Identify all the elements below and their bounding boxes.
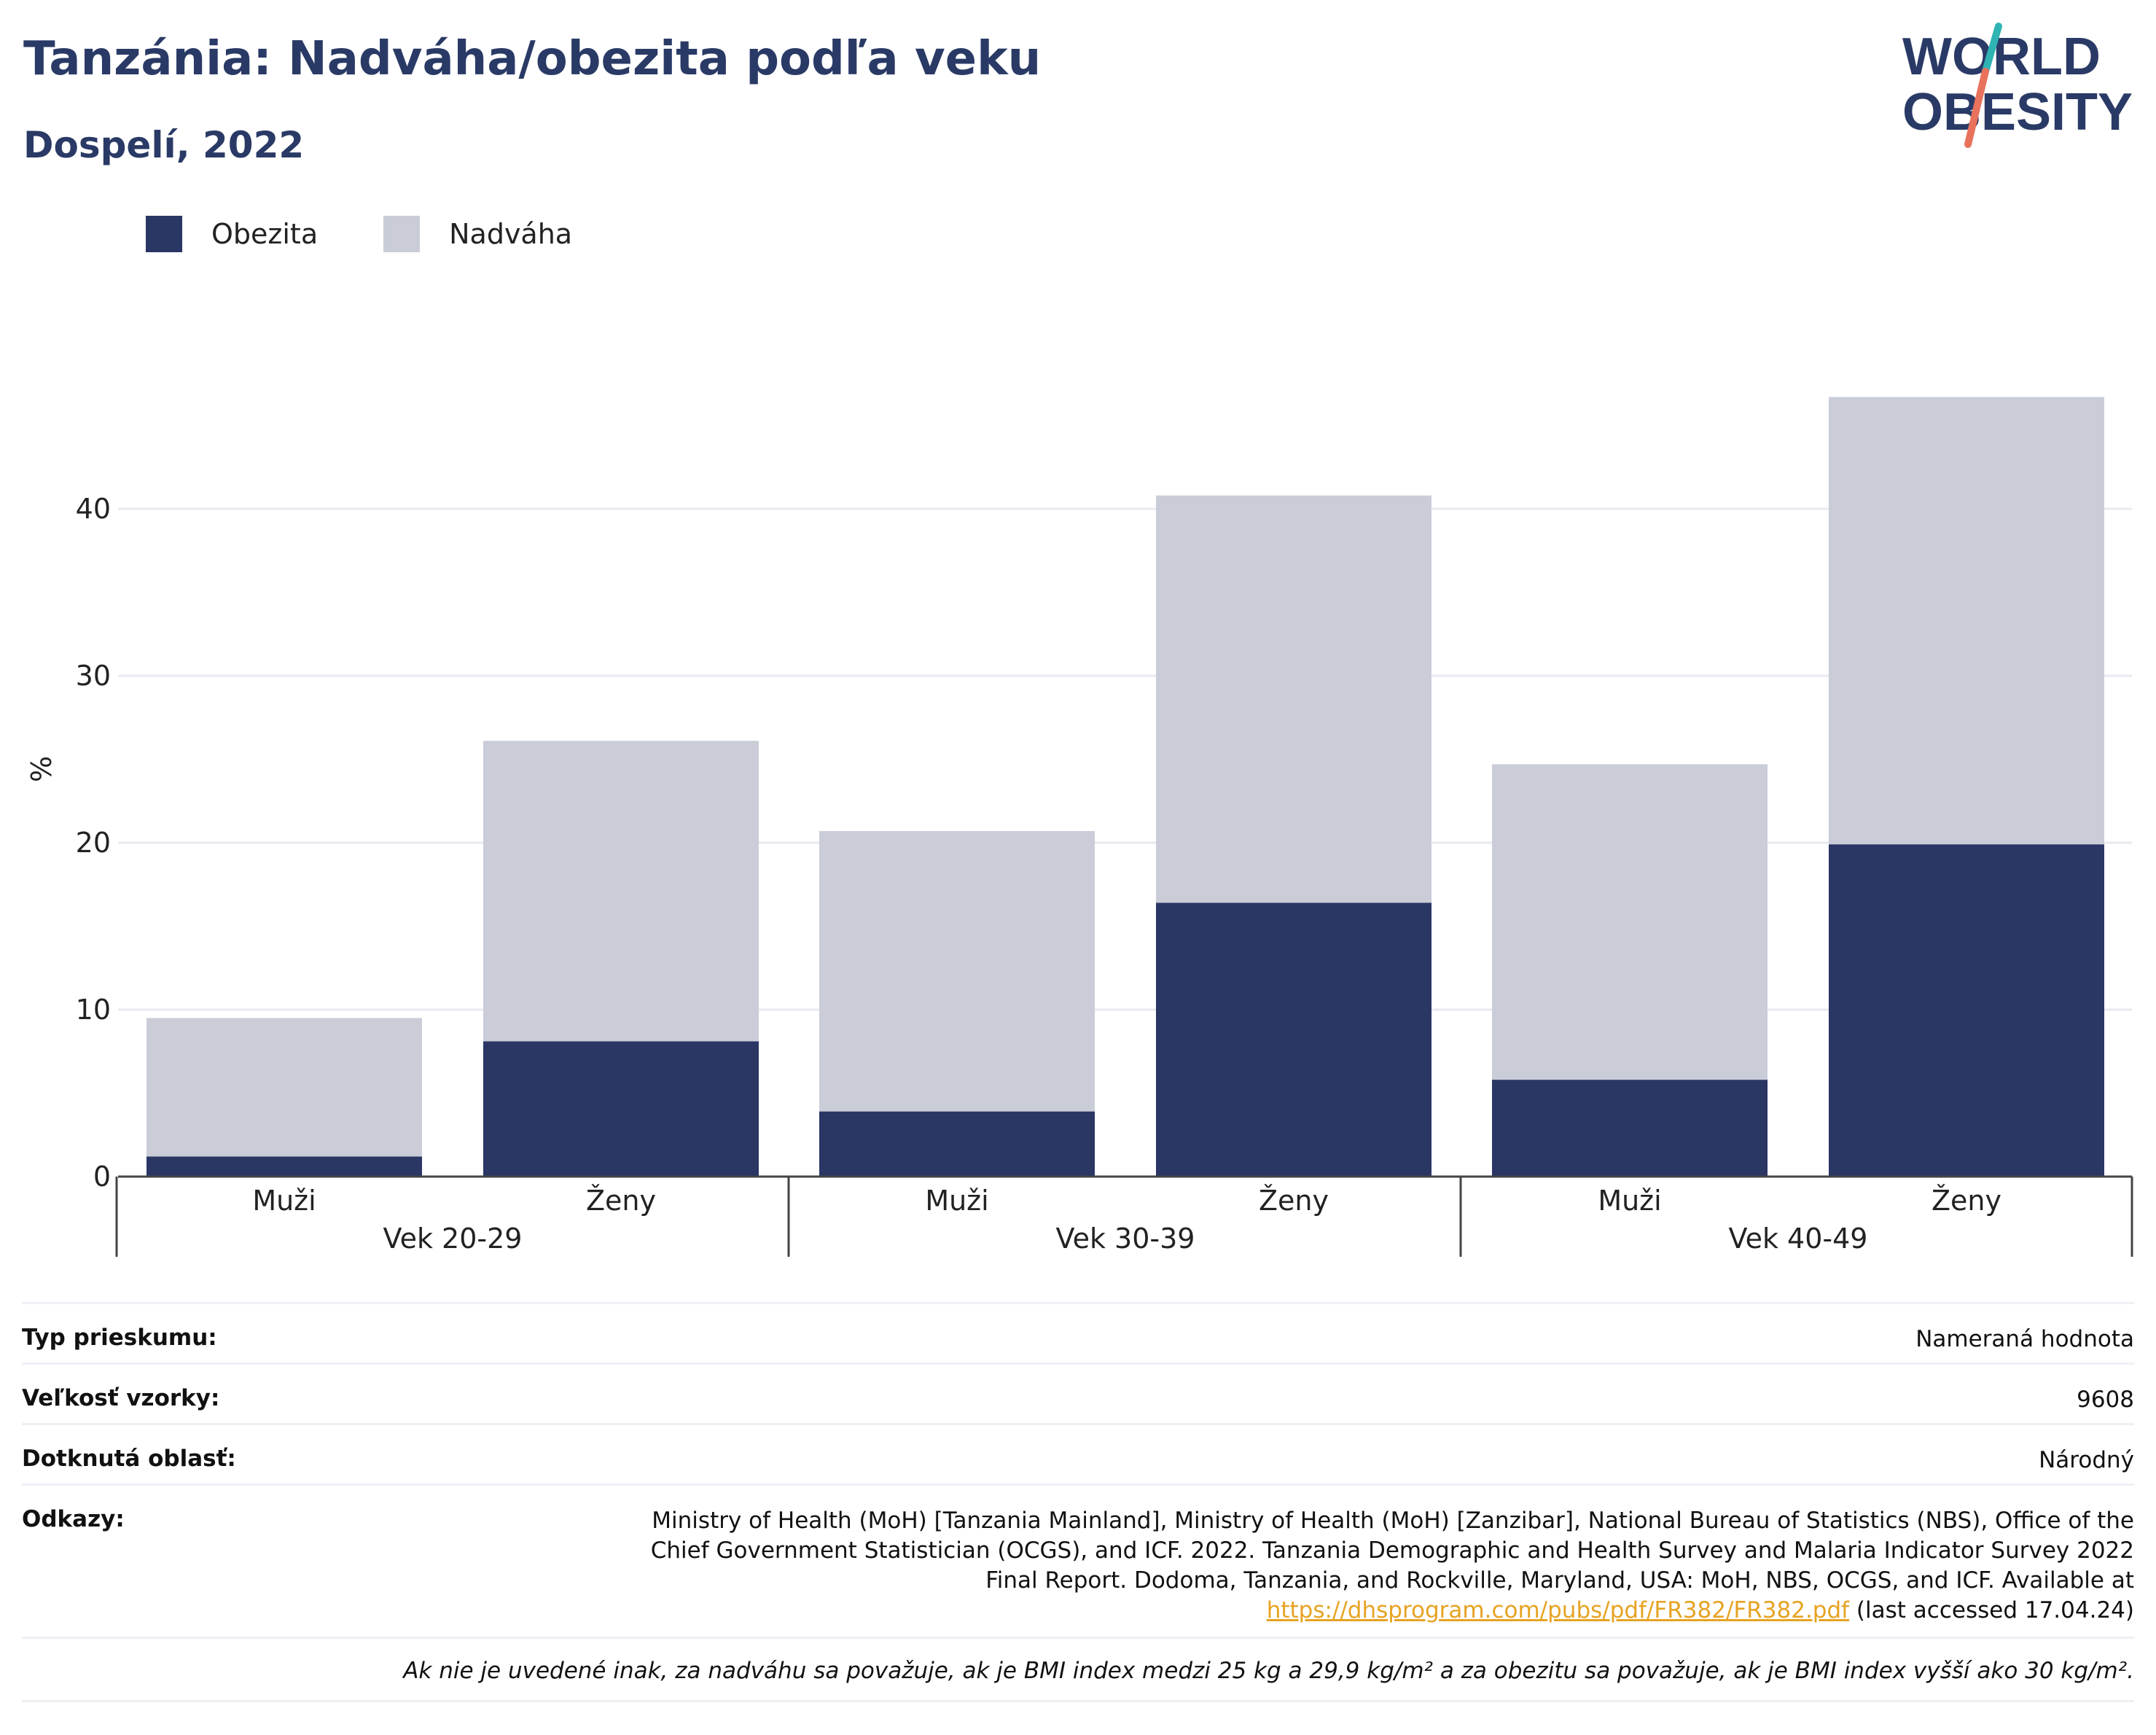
legend-swatch-obesity	[146, 216, 182, 252]
logo-line-2: OBESITY	[1902, 83, 2133, 141]
legend-label-obesity: Obezita	[211, 218, 319, 250]
x-category-label: Ženy	[1259, 1185, 1329, 1217]
x-category-label: Muži	[252, 1185, 316, 1217]
bar-obesity	[147, 1156, 422, 1177]
info-row-references: Odkazy: Ministry of Health (MoH) [Tanzan…	[22, 1483, 2134, 1637]
y-tick-label: 20	[76, 827, 111, 859]
logo-accent-teal	[1982, 23, 2002, 75]
world-obesity-logo: WORLD OBESITY	[1902, 23, 2133, 148]
references-text: Ministry of Health (MoH) [Tanzania Mainl…	[650, 1508, 2134, 1594]
y-axis-label: %	[26, 756, 58, 782]
info-row-survey-type: Typ prieskumu: Nameraná hodnota	[22, 1302, 2134, 1362]
x-category-label: Muži	[925, 1185, 988, 1217]
info-table: Typ prieskumu: Nameraná hodnota Veľkosť …	[22, 1302, 2134, 1702]
references-label: Odkazy:	[22, 1506, 125, 1532]
chart-subtitle: Dospelí, 2022	[23, 124, 305, 166]
bar-obesity	[1492, 1080, 1768, 1177]
sample-size-value: 9608	[2077, 1387, 2134, 1413]
x-category-label: Ženy	[586, 1185, 656, 1217]
references-link[interactable]: https://dhsprogram.com/pubs/pdf/FR382/FR…	[1266, 1597, 1850, 1623]
references-suffix: (last accessed 17.04.24)	[1849, 1597, 2134, 1623]
bar-overweight	[147, 1018, 422, 1157]
bar-overweight	[1492, 764, 1768, 1080]
sample-size-label: Veľkosť vzorky:	[22, 1385, 220, 1411]
x-group-label: Vek 40-49	[1729, 1223, 1868, 1255]
x-group-label: Vek 20-29	[383, 1223, 523, 1255]
y-tick-label: 40	[76, 493, 111, 525]
legend-swatch-overweight	[383, 216, 421, 252]
references-value: Ministry of Health (MoH) [Tanzania Mainl…	[633, 1506, 2134, 1626]
survey-type-value: Nameraná hodnota	[1915, 1326, 2134, 1352]
x-group-label: Vek 30-39	[1056, 1223, 1195, 1255]
legend-item-overweight: Nadváha	[383, 216, 572, 252]
bar-obesity	[483, 1041, 759, 1177]
logo-line-1: WORLD	[1902, 28, 2101, 86]
y-tick-label: 10	[76, 994, 111, 1026]
bar-chart: 0 10 20 30 40% Muži Ženy Muži Ženy Muži Ženy Vek 20…	[26, 397, 2133, 1257]
bar-obesity	[1829, 844, 2104, 1177]
area-value: Národný	[2039, 1447, 2134, 1473]
bar-overweight	[1829, 397, 2104, 845]
chart-legend: Obezita Nadváha	[146, 216, 638, 252]
survey-type-label: Typ prieskumu:	[22, 1325, 217, 1351]
x-category-label: Ženy	[1932, 1185, 2001, 1217]
bar-obesity	[1156, 902, 1432, 1177]
y-tick-label: 0	[93, 1161, 111, 1193]
logo-accent-coral	[1964, 68, 1989, 148]
bar-overweight	[819, 830, 1095, 1112]
bmi-definition-note: Ak nie je uvedené inak, za nadváhu sa po…	[22, 1637, 2134, 1702]
legend-label-overweight: Nadváha	[449, 218, 573, 250]
area-label: Dotknutá oblasť:	[22, 1446, 236, 1472]
info-row-sample-size: Veľkosť vzorky: 9608	[22, 1362, 2134, 1423]
bar-obesity	[819, 1111, 1095, 1177]
chart-title: Tanzánia: Nadváha/obezita podľa veku	[23, 32, 1042, 86]
bar-overweight	[1156, 495, 1432, 903]
y-tick-label: 30	[76, 660, 111, 692]
bar-overweight	[483, 741, 759, 1042]
info-row-area: Dotknutá oblasť: Národný	[22, 1423, 2134, 1483]
x-category-label: Muži	[1598, 1185, 1661, 1217]
legend-item-obesity: Obezita	[146, 216, 318, 252]
